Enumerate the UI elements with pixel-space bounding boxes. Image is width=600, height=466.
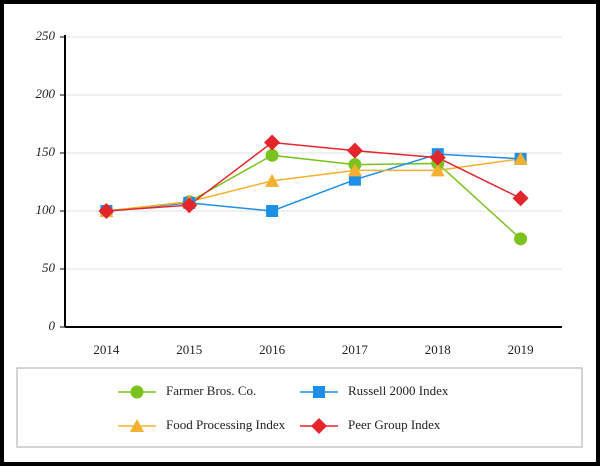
data-point bbox=[264, 134, 281, 151]
data-point bbox=[347, 163, 362, 177]
data-point bbox=[348, 173, 361, 186]
data-point bbox=[512, 190, 529, 207]
legend-marker bbox=[313, 386, 325, 398]
legend-marker bbox=[130, 419, 144, 432]
data-point bbox=[429, 149, 446, 166]
y-tick-label: 50 bbox=[42, 260, 56, 275]
y-tick-label: 200 bbox=[36, 86, 56, 101]
data-point bbox=[513, 151, 528, 165]
series-line bbox=[106, 158, 521, 212]
x-tick-label: 2014 bbox=[93, 342, 120, 357]
x-tick-label: 2019 bbox=[508, 342, 534, 357]
data-point bbox=[265, 148, 279, 162]
legend-box bbox=[16, 367, 583, 448]
legend-label: Peer Group Index bbox=[348, 417, 441, 432]
data-point bbox=[266, 205, 279, 217]
data-point bbox=[98, 203, 115, 219]
data-point bbox=[514, 232, 528, 246]
x-tick-label: 2015 bbox=[176, 342, 202, 357]
y-tick-label: 250 bbox=[36, 28, 56, 43]
y-tick-label: 0 bbox=[49, 318, 56, 333]
data-point bbox=[430, 163, 445, 177]
x-tick-label: 2017 bbox=[342, 342, 369, 357]
legend-label: Russell 2000 Index bbox=[348, 383, 449, 398]
series-line bbox=[106, 141, 521, 212]
legend-marker bbox=[130, 385, 144, 399]
x-tick-label: 2018 bbox=[425, 342, 451, 357]
series-line bbox=[106, 153, 521, 212]
legend-label: Farmer Bros. Co. bbox=[166, 383, 256, 398]
legend-marker bbox=[311, 418, 327, 434]
x-tick-label: 2016 bbox=[259, 342, 286, 357]
legend-label: Food Processing Index bbox=[166, 417, 286, 432]
data-point bbox=[181, 197, 198, 214]
y-tick-label: 100 bbox=[36, 202, 56, 217]
data-point bbox=[346, 142, 363, 159]
data-point bbox=[265, 173, 280, 187]
y-tick-label: 150 bbox=[36, 144, 56, 159]
